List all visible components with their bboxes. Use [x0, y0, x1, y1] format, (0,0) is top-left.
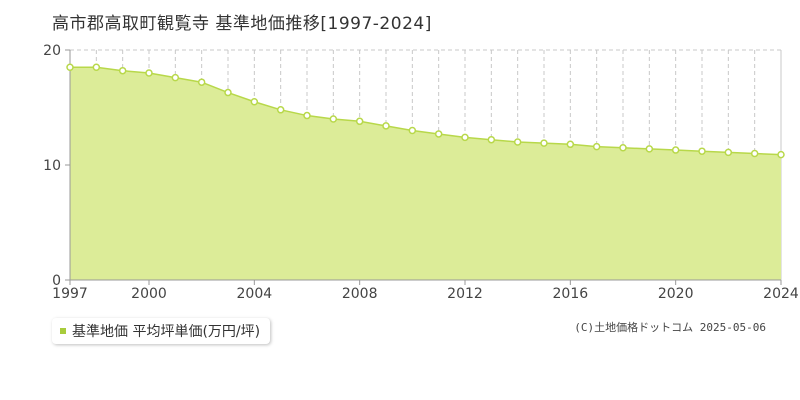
data-point: [329, 115, 338, 123]
data-point: [698, 147, 706, 155]
x-tick-label: 2016: [553, 286, 589, 302]
data-point: [171, 73, 180, 82]
series-line: [70, 66, 782, 156]
data-point: [276, 106, 285, 114]
data-point: [513, 138, 522, 146]
data-point: [592, 142, 601, 151]
data-point: [303, 111, 311, 120]
data-point: [724, 148, 733, 157]
legend-swatch-icon: [60, 328, 66, 334]
data-point: [671, 146, 680, 154]
x-tick-label: 1997: [52, 286, 88, 302]
y-tick-label: 20: [43, 43, 61, 59]
copyright-notice: (C)土地価格ドットコム 2025-05-06: [574, 321, 766, 334]
x-tick-label: 2000: [131, 286, 167, 302]
chart-title: 高市郡高取町観覧寺 基準地価推移[1997-2024]: [52, 14, 432, 34]
data-point: [66, 63, 74, 71]
data-point: [382, 122, 390, 130]
x-tick-label: 2012: [447, 286, 483, 302]
data-point: [250, 98, 259, 106]
data-point: [145, 69, 153, 77]
data-point: [197, 78, 206, 86]
data-point: [619, 144, 627, 152]
x-tick-label: 2020: [658, 286, 694, 302]
marker-layer: [66, 63, 785, 159]
axis-layer: [65, 49, 782, 285]
y-tick-label: 10: [43, 158, 61, 174]
x-tick-label: 2008: [342, 286, 378, 302]
series-area: [70, 67, 781, 280]
data-point: [118, 66, 127, 75]
data-point: [224, 88, 232, 97]
data-point: [461, 133, 469, 142]
data-point: [540, 139, 548, 147]
x-tick-label: 2024: [763, 286, 799, 302]
data-point: [355, 117, 364, 126]
data-point: [408, 126, 417, 135]
x-tick-label: 2004: [237, 286, 273, 302]
data-point: [777, 150, 785, 159]
y-tick-label: 0: [52, 273, 61, 289]
data-point: [750, 149, 759, 158]
data-point: [487, 135, 496, 144]
data-point: [92, 63, 101, 71]
data-point: [645, 145, 654, 153]
data-point: [434, 130, 443, 138]
area-layer: [70, 66, 782, 280]
legend: 基準地価 平均坪単価(万円/坪): [52, 318, 271, 344]
data-point: [566, 140, 575, 149]
legend-label: 基準地価 平均坪単価(万円/坪): [72, 324, 261, 340]
label-layer: 0 10 20 1997 2000 2004 2008 2012 2016 2020 2024: [43, 43, 799, 302]
